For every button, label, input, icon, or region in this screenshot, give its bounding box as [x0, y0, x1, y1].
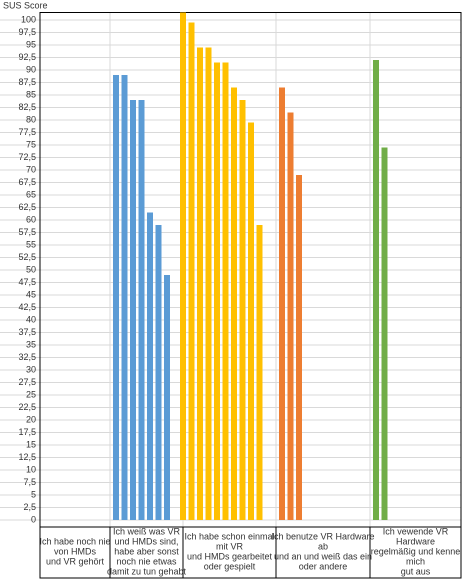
bar	[121, 75, 128, 520]
y-axis-label: SUS Score	[3, 0, 48, 10]
y-tick-label: 7,5	[23, 477, 36, 487]
y-tick-label: 67,5	[18, 177, 36, 187]
y-tick-label: 47,5	[18, 277, 36, 287]
bar	[239, 100, 246, 520]
y-tick-label: 17,5	[18, 427, 36, 437]
y-tick-label: 20	[26, 414, 36, 424]
y-tick-label: 45	[26, 289, 36, 299]
y-tick-label: 0	[31, 514, 36, 524]
bar	[205, 47, 212, 520]
y-tick-label: 12,5	[18, 452, 36, 462]
x-tick-label: Ich weiß was VR	[113, 526, 181, 536]
y-tick-label: 52,5	[18, 252, 36, 262]
bar	[197, 47, 203, 520]
y-tick-label: 87,5	[18, 77, 36, 87]
bar	[231, 87, 237, 520]
bar	[279, 87, 285, 520]
y-tick-label: 70	[26, 164, 36, 174]
bar	[296, 175, 302, 520]
x-tick-label: Ich habe noch nie	[39, 536, 110, 546]
y-tick-label: 95	[26, 39, 36, 49]
bar	[147, 212, 153, 520]
bar	[138, 100, 145, 520]
y-tick-label: 22,5	[18, 402, 36, 412]
x-tick-label: habe aber sonst	[114, 546, 179, 556]
bar	[373, 60, 379, 520]
x-tick-label: mit VR	[216, 541, 244, 551]
x-tick-label: regelmäßig und kenne	[371, 546, 461, 556]
y-tick-label: 50	[26, 264, 36, 274]
y-tick-label: 85	[26, 89, 36, 99]
y-tick-label: 10	[26, 464, 36, 474]
y-tick-label: 30	[26, 364, 36, 374]
y-tick-label: 75	[26, 139, 36, 149]
y-tick-label: 40	[26, 314, 36, 324]
bar	[214, 62, 220, 520]
plot-frame	[39, 12, 462, 579]
y-tick-label: 27,5	[18, 377, 36, 387]
y-tick-label: 57,5	[18, 227, 36, 237]
y-tick-label: 92,5	[18, 52, 36, 62]
bar	[256, 225, 263, 520]
x-tick-label: Ich benutze VR Hardware	[271, 531, 374, 541]
y-tick-label: 100	[21, 14, 36, 24]
y-tick-label: 77,5	[18, 127, 36, 137]
y-tick-label: 80	[26, 114, 36, 124]
x-tick-label: und HMDs gearbeitet	[187, 551, 273, 561]
x-tick-label: von HMDs	[54, 546, 97, 556]
bar	[287, 112, 294, 520]
y-tick-label: 97,5	[18, 27, 36, 37]
y-tick-label: 15	[26, 439, 36, 449]
x-tick-label: gut aus	[401, 566, 431, 576]
y-tick-label: 5	[31, 489, 36, 499]
bar	[130, 100, 136, 520]
bar	[248, 122, 254, 520]
y-tick-label: 35	[26, 339, 36, 349]
x-tick-label: oder andere	[299, 561, 348, 571]
bar	[164, 275, 170, 520]
y-tick-label: 90	[26, 64, 36, 74]
x-tick-label: mich	[406, 556, 425, 566]
y-tick-label: 60	[26, 214, 36, 224]
y-tick-label: 65	[26, 189, 36, 199]
x-tick-label: und HMDs sind,	[114, 536, 178, 546]
x-tick-label: Ich vewende VR	[383, 526, 449, 536]
y-tick-label: 55	[26, 239, 36, 249]
x-tick-label: ab	[318, 541, 328, 551]
y-tick-label: 82,5	[18, 102, 36, 112]
x-tick-label: und an und weiß das ein	[274, 551, 372, 561]
bar	[155, 225, 162, 520]
y-tick-label: 2,5	[23, 502, 36, 512]
x-tick-label: damit zu tun gehabt	[107, 566, 187, 576]
y-tick-label: 32,5	[18, 352, 36, 362]
y-tick-label: 25	[26, 389, 36, 399]
y-tick-label: 37,5	[18, 327, 36, 337]
bar	[188, 22, 195, 520]
bar	[113, 75, 119, 520]
x-tick-label: und VR gehört	[46, 556, 105, 566]
bar	[180, 12, 186, 520]
bar	[222, 62, 229, 520]
bar	[381, 147, 388, 520]
x-tick-label: Ich habe schon einmal	[184, 531, 274, 541]
x-tick-label: noch nie etwas	[116, 556, 177, 566]
x-tick-label: Hardware	[396, 536, 435, 546]
y-tick-label: 72,5	[18, 152, 36, 162]
y-tick-label: 62,5	[18, 202, 36, 212]
y-tick-label: 42,5	[18, 302, 36, 312]
x-tick-label: oder gespielt	[204, 561, 256, 571]
